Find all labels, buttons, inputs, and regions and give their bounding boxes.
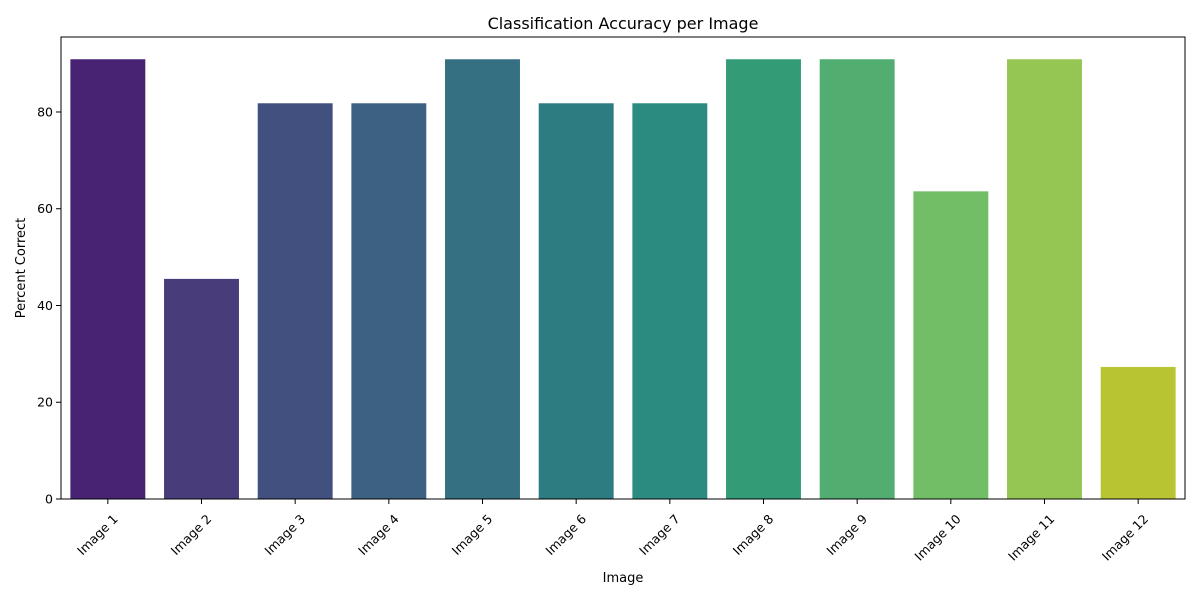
bar-10: [913, 191, 989, 499]
bars-group: [70, 59, 1176, 500]
y-tick-label: 20: [37, 395, 53, 410]
y-tick-label: 80: [37, 104, 53, 119]
bar-6: [538, 103, 614, 500]
chart-title: Classification Accuracy per Image: [488, 14, 759, 33]
y-tick-label: 0: [45, 492, 53, 507]
bar-12: [1100, 366, 1176, 499]
bar-8: [726, 59, 801, 499]
bar-9: [819, 59, 895, 499]
x-axis-label: Image: [603, 571, 644, 586]
axes-frame: [60, 36, 1186, 500]
bar-1: [70, 59, 146, 499]
y-tick-label: 60: [37, 201, 53, 216]
plot-area-border: [60, 36, 1186, 500]
bar-5: [445, 59, 520, 499]
bar-7: [632, 103, 708, 500]
y-axis-label: Percent Correct: [14, 218, 29, 319]
bar-11: [1007, 59, 1082, 499]
y-tick-label: 40: [37, 298, 53, 313]
bar-2: [164, 278, 239, 499]
bar-3: [257, 103, 333, 500]
bar-4: [351, 103, 427, 500]
